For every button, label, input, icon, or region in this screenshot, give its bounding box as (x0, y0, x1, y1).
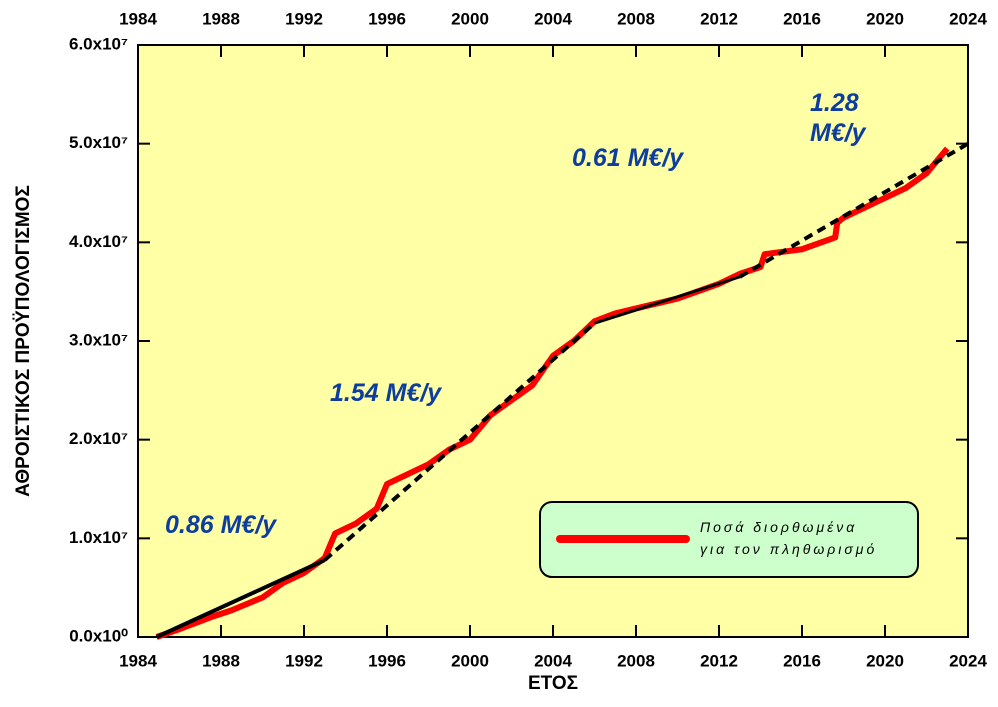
y-tick-label: 2.0x10⁷ (69, 429, 128, 448)
x-tick-label: 2012 (700, 651, 738, 670)
x-tick-label: 2008 (617, 651, 655, 670)
x-tick-label-top: 2000 (451, 9, 489, 28)
x-tick-label: 1996 (368, 651, 406, 670)
x-tick-label: 2000 (451, 651, 489, 670)
x-tick-label-top: 2024 (949, 9, 987, 28)
legend-box (539, 501, 919, 578)
y-tick-label: 0.0x10⁰ (69, 626, 128, 645)
y-axis-label: ΑΘΡΟΙΣΤΙΚΟΣ ΠΡΟΫΠΟΛΟΓΙΣΜΟΣ (13, 185, 34, 497)
rate-annotation: 1.54 M€/y (330, 379, 442, 407)
rate-annotation: 0.86 M€/y (165, 511, 277, 539)
x-tick-label: 2024 (949, 651, 987, 670)
y-tick-label: 6.0x10⁷ (69, 34, 128, 53)
x-tick-label-top: 1988 (202, 9, 240, 28)
x-tick-label-top: 2016 (783, 9, 821, 28)
legend-label: Ποσά διορθωμένα για τον πληθωρισμό (700, 519, 878, 557)
x-tick-label: 1984 (119, 651, 157, 670)
trend-line (594, 275, 741, 325)
x-tick-label: 2004 (534, 651, 572, 670)
x-tick-label-top: 1996 (368, 9, 406, 28)
x-tick-label-top: 2012 (700, 9, 738, 28)
rate-annotation: 0.61 M€/y (572, 144, 684, 172)
x-tick-label: 2020 (866, 651, 904, 670)
x-tick-label-top: 1984 (119, 9, 157, 28)
y-tick-label: 1.0x10⁷ (69, 528, 128, 547)
y-tick-label: 4.0x10⁷ (69, 232, 128, 251)
x-tick-label-top: 1992 (285, 9, 323, 28)
x-tick-label-top: 2004 (534, 9, 572, 28)
x-tick-label-top: 2008 (617, 9, 655, 28)
x-tick-label: 1992 (285, 651, 323, 670)
trend-line (155, 558, 326, 639)
x-tick-label: 1988 (202, 651, 240, 670)
x-tick-label: 2016 (783, 651, 821, 670)
x-axis-label: ΕΤΟΣ (528, 673, 578, 694)
rate-annotation: 1.28 M€/y (810, 89, 866, 147)
y-tick-label: 3.0x10⁷ (69, 330, 128, 349)
y-tick-label: 5.0x10⁷ (69, 133, 128, 152)
x-tick-label-top: 2020 (866, 9, 904, 28)
